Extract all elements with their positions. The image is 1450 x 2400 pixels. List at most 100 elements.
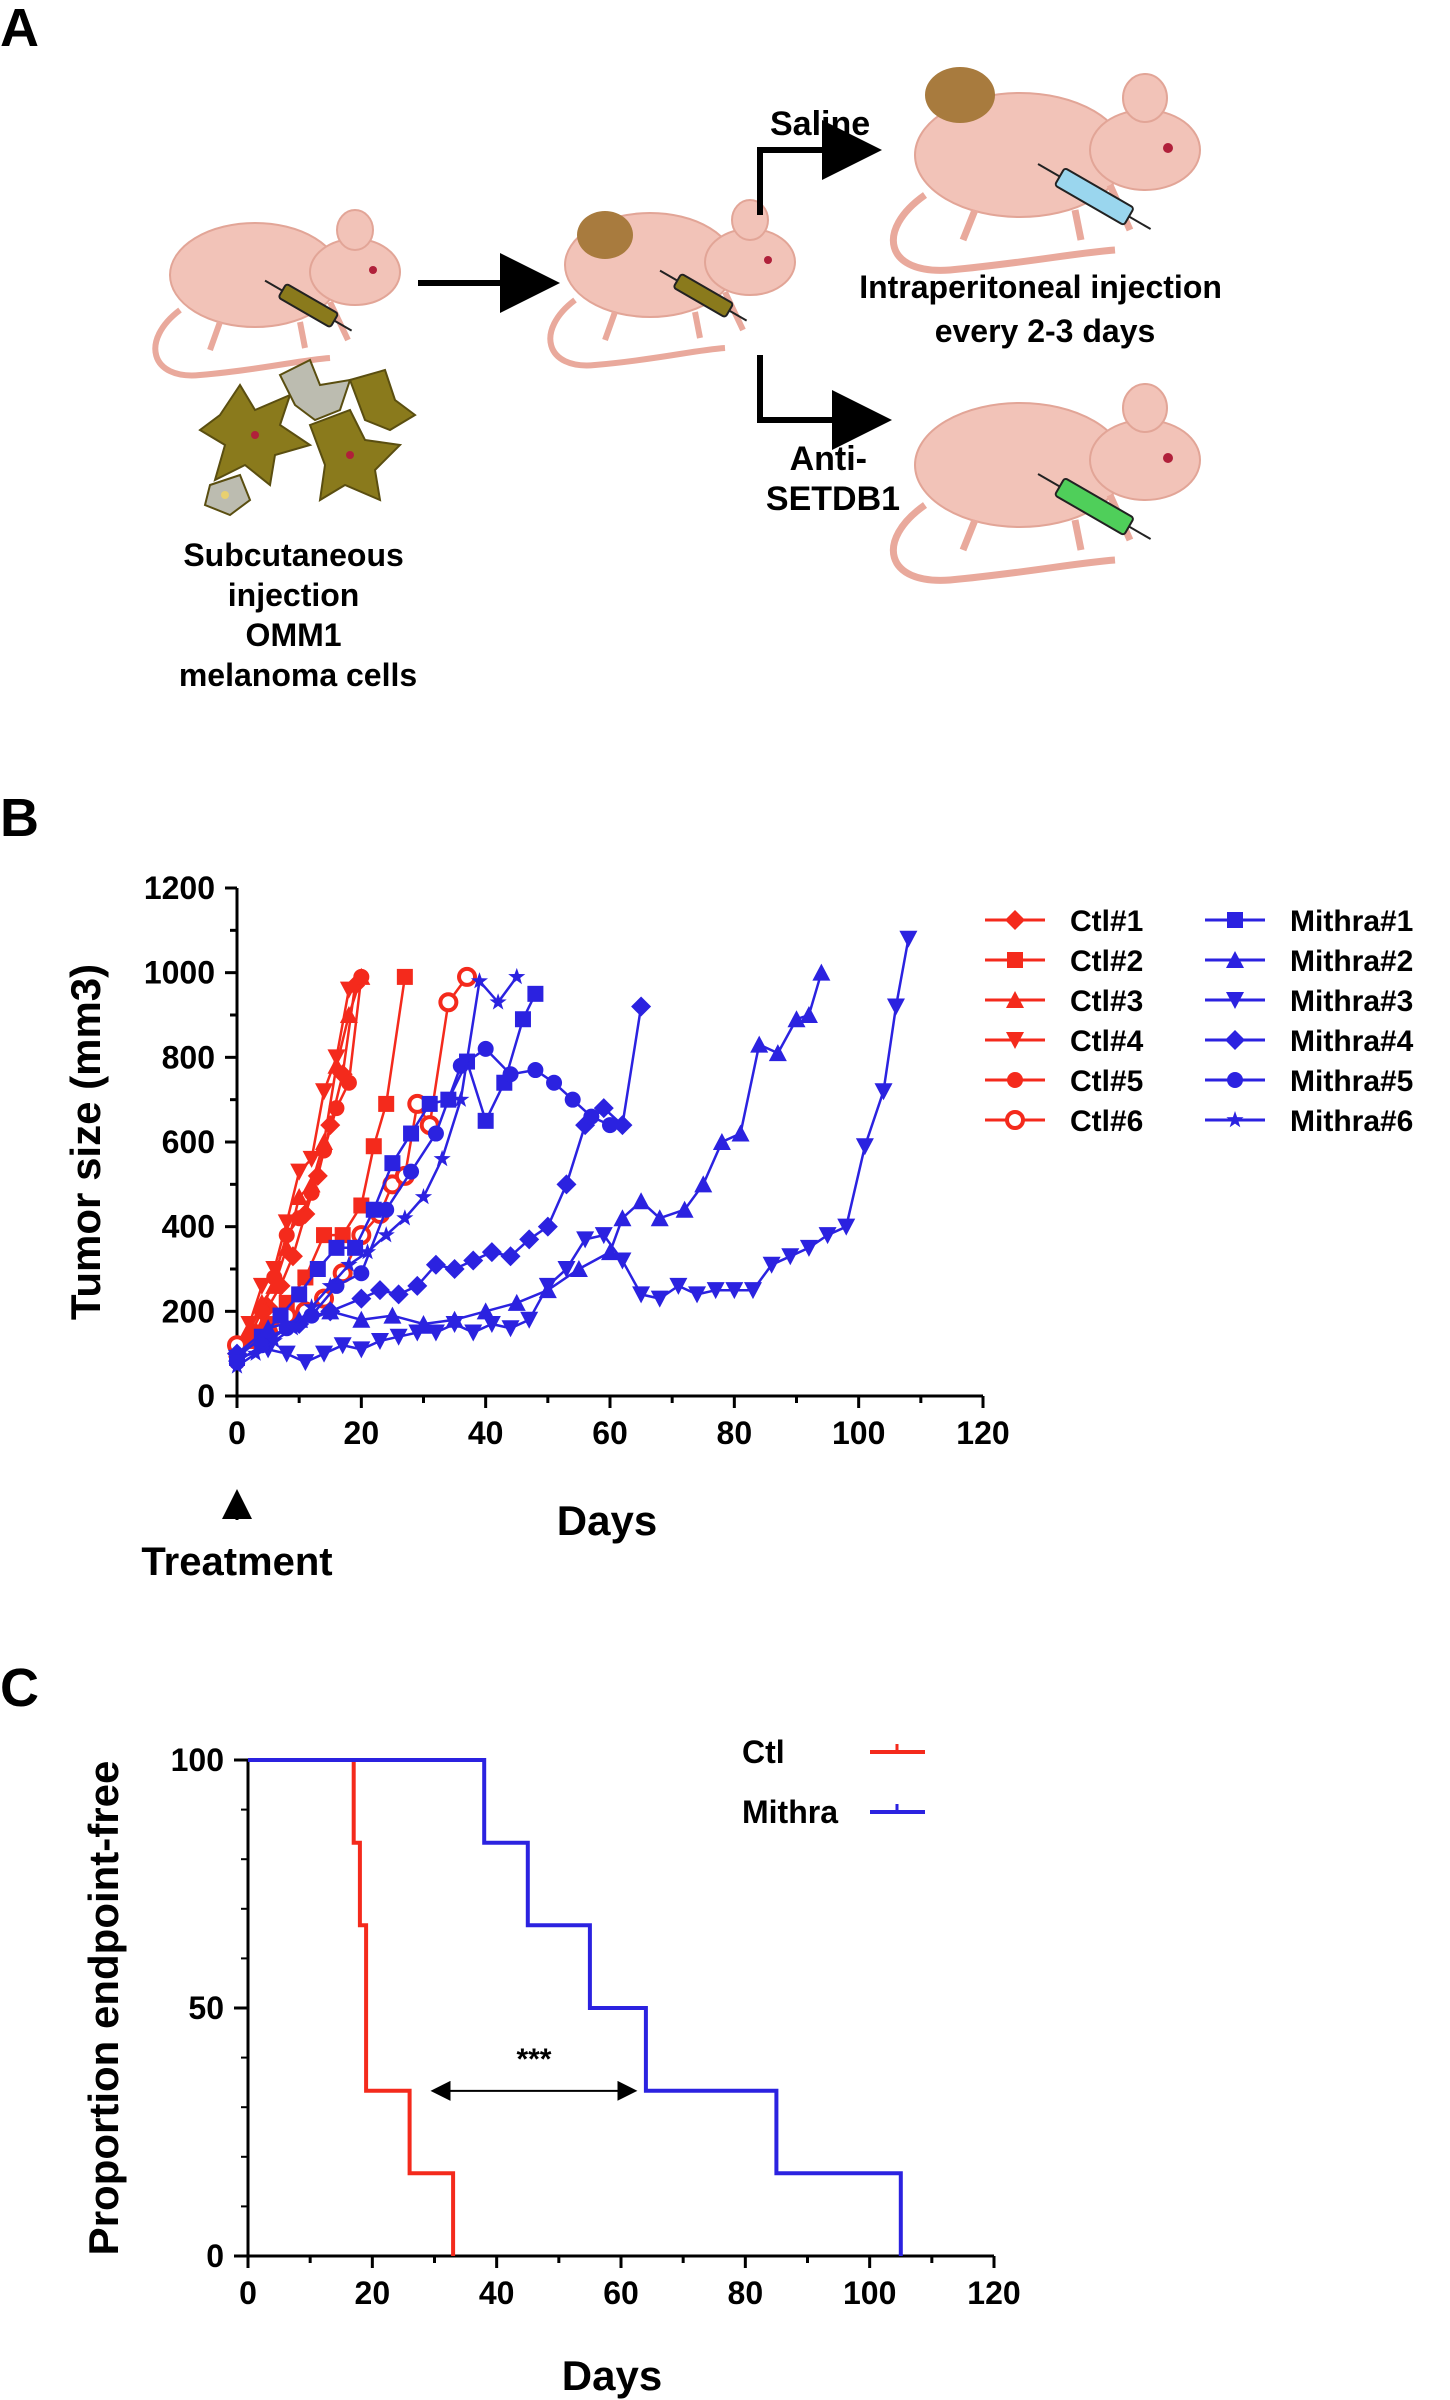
data-point: [812, 963, 831, 981]
legend-item-Ctl#3: Ctl#3: [985, 985, 1143, 1018]
series-line: [236, 976, 518, 1368]
data-point: [762, 1256, 781, 1274]
data-point: [837, 1218, 856, 1236]
data-point: [421, 1095, 438, 1112]
x-axis-label: Days: [557, 1497, 657, 1544]
x-tick-label: 40: [479, 2275, 515, 2311]
x-tick-label: 120: [956, 1415, 1009, 1451]
data-point: [631, 996, 652, 1017]
data-point: [507, 1293, 526, 1311]
data-point: [302, 1150, 321, 1168]
legend-marker: [1227, 912, 1243, 928]
data-point: [351, 1288, 372, 1309]
x-tick-label: 100: [843, 2275, 896, 2311]
data-point: [520, 1311, 539, 1329]
legend-marker: [1225, 1030, 1245, 1050]
data-point: [538, 1277, 557, 1295]
data-point: [557, 1261, 576, 1278]
data-point: [564, 1091, 581, 1108]
y-tick-label: 400: [162, 1209, 215, 1245]
data-point: [266, 1269, 283, 1286]
series-Mithra#1: [229, 985, 544, 1366]
legend-label: Mithra: [742, 1794, 838, 1830]
data-point: [650, 1290, 669, 1308]
km-curve-Ctl: [248, 1758, 456, 2256]
data-point: [537, 1216, 558, 1237]
legend-item-Ctl#2: Ctl#2: [985, 945, 1143, 978]
data-point: [334, 1227, 351, 1244]
data-point: [290, 1163, 309, 1181]
data-point: [470, 972, 488, 989]
legend-item-Mithra#4: Mithra#4: [1205, 1025, 1414, 1058]
series-line: [236, 938, 910, 1364]
ip-caption-line-1: Intraperitoneal injection: [859, 269, 1222, 305]
series-Mithra#6: [228, 967, 526, 1374]
data-point: [247, 1344, 265, 1361]
data-point: [632, 1286, 651, 1304]
data-point: [583, 1108, 600, 1125]
data-point: [427, 1125, 444, 1142]
data-point: [514, 1011, 531, 1028]
data-point: [601, 1243, 619, 1261]
data-point: [353, 1197, 370, 1214]
legend-item-Ctl: Ctl: [742, 1734, 925, 1770]
mouse-with-tumor: [547, 199, 796, 369]
tumor-growth-legend: Ctl#1 Ctl#2 Ctl#3 Ctl#4 Ctl#5 Ctl#6 Mithra#1 Mi…: [985, 905, 1414, 1138]
data-point: [359, 1243, 377, 1260]
y-tick-label: 0: [197, 1378, 215, 1414]
legend-label: Ctl#6: [1070, 1105, 1143, 1138]
x-tick-label: 80: [717, 1415, 753, 1451]
data-point: [799, 1006, 818, 1023]
legend-marker: [1007, 1072, 1023, 1088]
legend-item-Ctl#4: Ctl#4: [985, 1025, 1144, 1058]
data-point: [501, 1320, 520, 1338]
data-point: [339, 981, 358, 999]
data-point: [353, 968, 370, 985]
significance-label: ***: [516, 2043, 551, 2076]
series-line: [235, 989, 351, 1355]
data-point: [252, 1277, 271, 1295]
x-tick-label: 40: [468, 1415, 504, 1451]
data-point: [669, 1277, 688, 1295]
data-point: [477, 1112, 494, 1129]
data-point: [768, 1044, 787, 1062]
data-point: [500, 1246, 521, 1267]
data-point: [502, 1066, 519, 1083]
data-point: [370, 1332, 389, 1350]
legend-item-Ctl#6: Ctl#6: [985, 1105, 1143, 1138]
y-tick-label: 200: [162, 1293, 215, 1329]
legend-marker: [1226, 951, 1244, 968]
x-tick-label: 60: [603, 2275, 639, 2311]
legend-marker: [1006, 1032, 1024, 1049]
panel-b-letter: B: [0, 788, 39, 848]
panel-a: A Subcutaneo: [0, 0, 1222, 693]
legend-label: Mithra#3: [1290, 985, 1413, 1018]
data-point: [321, 1276, 339, 1294]
data-point: [445, 1316, 464, 1334]
legend-label: Ctl: [742, 1734, 785, 1770]
y-tick-label: 100: [171, 1742, 224, 1778]
data-point: [482, 1316, 501, 1334]
melanoma-cells: [198, 358, 417, 517]
data-point: [369, 1280, 390, 1301]
anti-setdb1-line-2: SETDB1: [766, 480, 900, 518]
km-curve-Mithra: [248, 1758, 903, 2256]
data-point: [347, 1239, 364, 1256]
series-Mithra#4: [227, 996, 652, 1364]
data-point: [874, 1083, 893, 1101]
data-point: [296, 1354, 315, 1372]
data-point: [377, 1226, 395, 1243]
x-tick-label: 120: [967, 2275, 1020, 2311]
data-point: [384, 1155, 401, 1172]
data-point: [291, 1286, 308, 1303]
x-tick-label: 20: [355, 2275, 391, 2311]
y-tick-label: 1000: [144, 955, 215, 991]
legend-item-Ctl#5: Ctl#5: [985, 1065, 1143, 1098]
survival-chart: 0 50 100 0 20 40 60 80 100 120 Days Proportion endp…: [80, 1742, 1021, 2399]
data-point: [688, 1286, 707, 1304]
data-point: [546, 1074, 563, 1091]
data-point: [602, 1117, 618, 1134]
legend-marker: [1227, 1072, 1243, 1088]
legend-item-Mithra#5: Mithra#5: [1205, 1065, 1413, 1098]
data-point: [799, 1239, 818, 1257]
